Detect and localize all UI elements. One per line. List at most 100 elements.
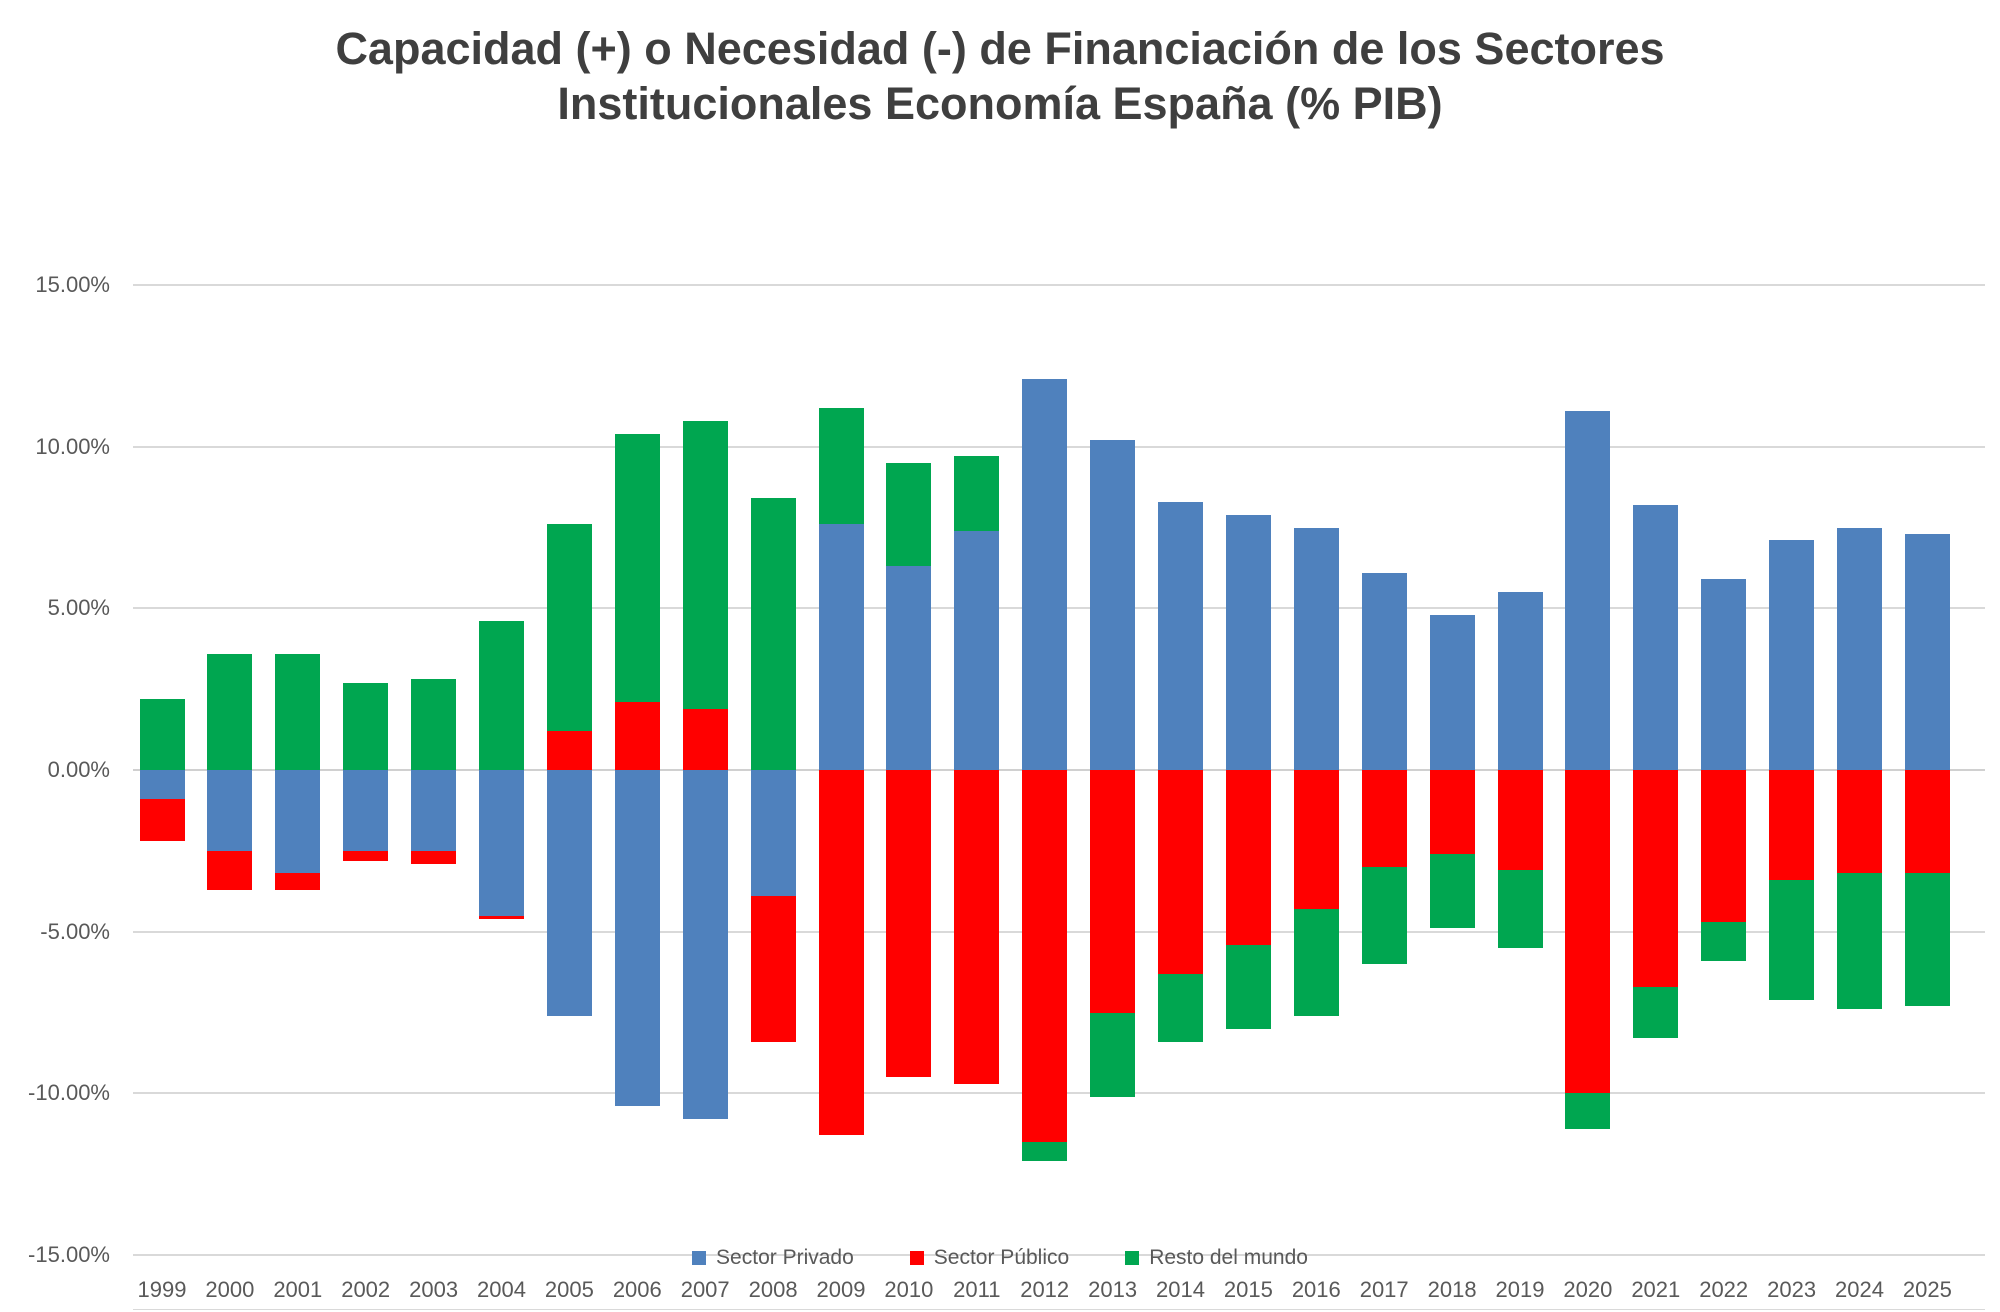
x-axis-label-2008: 2008	[748, 1277, 798, 1302]
bar-segment-2006-resto-del-mundo	[614, 433, 660, 703]
bar-segment-2016-resto-del-mundo	[1293, 909, 1339, 1016]
x-axis-label-2003: 2003	[409, 1277, 459, 1302]
legend-swatch-icon	[909, 1251, 924, 1265]
bar-segment-2008-sector-publico	[750, 896, 796, 1042]
bar-segment-2009-sector-publico	[818, 770, 864, 1136]
bar-segment-2017-sector-publico	[1361, 770, 1407, 867]
bar-segment-2013-sector-privado	[1090, 440, 1136, 770]
y-axis-label: 15.00%	[35, 272, 110, 297]
bar-segment-2001-sector-privado	[275, 770, 321, 874]
bar-segment-2020-sector-privado	[1565, 411, 1611, 770]
legend-label: Sector Público	[933, 1246, 1070, 1269]
bar-segment-1999-resto-del-mundo	[139, 698, 185, 770]
bar-segment-2017-sector-privado	[1361, 572, 1407, 770]
x-axis-label-2019: 2019	[1495, 1277, 1545, 1302]
bar-segment-2013-sector-publico	[1090, 770, 1136, 1013]
bar-segment-2018-sector-publico	[1429, 770, 1475, 855]
bar-segment-2013-resto-del-mundo	[1090, 1012, 1136, 1097]
legend-item-sector-p-blico: Sector Público	[909, 1246, 1070, 1270]
chart-title-line2: Institucionales Economía España (% PIB)	[557, 77, 1443, 129]
x-axis-line	[133, 1309, 1985, 1310]
y-axis-label: -15.00%	[28, 1242, 110, 1267]
bar-segment-2002-sector-publico	[343, 850, 389, 861]
bar-segment-2015-sector-publico	[1225, 770, 1271, 945]
legend-label: Resto del mundo	[1149, 1246, 1308, 1269]
bar-segment-2005-sector-publico	[546, 731, 592, 770]
bar-segment-2007-sector-publico	[682, 708, 728, 770]
bar-segment-2016-sector-privado	[1293, 527, 1339, 770]
legend-swatch-icon	[1125, 1251, 1140, 1265]
bar-segment-2004-sector-privado	[479, 770, 524, 916]
bar-segment-2023-resto-del-mundo	[1769, 879, 1815, 1000]
x-axis-label-2021: 2021	[1631, 1277, 1681, 1302]
bar-segment-2020-resto-del-mundo	[1565, 1093, 1611, 1129]
bar-segment-2022-sector-publico	[1701, 770, 1747, 922]
x-axis-label-2007: 2007	[680, 1277, 730, 1302]
bar-segment-2012-sector-privado	[1022, 378, 1068, 770]
x-axis-label-2018: 2018	[1427, 1277, 1477, 1302]
x-axis-label-2025: 2025	[1902, 1277, 1952, 1302]
chart-title-line1: Capacidad (+) o Necesidad (-) de Financi…	[335, 23, 1665, 74]
legend: Sector Privado Sector Público Resto del mu…	[0, 1246, 2000, 1270]
bar-segment-2019-sector-publico	[1497, 770, 1543, 871]
legend-item-resto-del-mundo: Resto del mundo	[1125, 1246, 1308, 1270]
legend-item-sector-privado: Sector Privado	[692, 1246, 854, 1270]
y-axis-label: 0.00%	[47, 757, 110, 782]
bar-segment-2006-sector-privado	[614, 770, 660, 1107]
bar-segment-2019-sector-privado	[1497, 592, 1543, 770]
bar-segment-2015-resto-del-mundo	[1225, 944, 1271, 1029]
bar-segment-2007-sector-privado	[682, 770, 728, 1120]
bar-segment-2018-resto-del-mundo	[1429, 854, 1475, 929]
bar-segment-2007-resto-del-mundo	[682, 420, 728, 709]
bar-segment-2000-resto-del-mundo	[207, 653, 253, 770]
bar-segment-2006-sector-publico	[614, 702, 660, 770]
bar-segment-2023-sector-privado	[1769, 540, 1815, 770]
x-axis-label-2006: 2006	[612, 1277, 662, 1302]
bar-segment-2010-sector-publico	[886, 770, 932, 1078]
x-axis-label-2022: 2022	[1699, 1277, 1749, 1302]
bar-segment-2014-resto-del-mundo	[1158, 973, 1203, 1042]
bar-segment-2005-resto-del-mundo	[546, 524, 592, 732]
bar-segment-2008-resto-del-mundo	[750, 498, 796, 770]
bar-segment-2022-sector-privado	[1701, 579, 1747, 770]
y-axis-label: -10.00%	[28, 1080, 110, 1106]
bar-segment-2021-sector-privado	[1633, 504, 1679, 770]
bar-segment-2008-sector-privado	[750, 770, 796, 897]
bar-segment-2020-sector-publico	[1565, 770, 1611, 1094]
bar-segment-2014-sector-privado	[1158, 501, 1203, 770]
x-axis-label-2020: 2020	[1563, 1277, 1613, 1302]
bar-segment-2015-sector-privado	[1225, 514, 1271, 770]
bar-segment-1999-sector-privado	[139, 770, 185, 800]
bar-segment-2025-resto-del-mundo	[1904, 873, 1950, 1007]
bar-segment-2024-sector-privado	[1837, 527, 1882, 770]
x-axis-label-2001: 2001	[273, 1277, 323, 1302]
x-axis-label-2005: 2005	[544, 1277, 594, 1302]
bar-segment-2009-sector-privado	[818, 524, 864, 770]
legend-label: Sector Privado	[716, 1246, 854, 1269]
bar-segment-2017-resto-del-mundo	[1361, 867, 1407, 964]
x-axis-label-2012: 2012	[1020, 1277, 1070, 1302]
gridline-15	[133, 284, 1985, 286]
x-axis-label-2015: 2015	[1223, 1277, 1273, 1302]
x-axis-label-2000: 2000	[205, 1277, 255, 1302]
bar-segment-2009-resto-del-mundo	[818, 407, 864, 525]
bar-segment-2021-sector-publico	[1633, 770, 1679, 987]
bar-segment-2011-sector-privado	[954, 530, 1000, 770]
bar-segment-2012-resto-del-mundo	[1022, 1141, 1068, 1162]
y-axis-label: 5.00%	[47, 595, 110, 621]
bar-segment-2018-sector-privado	[1429, 614, 1475, 770]
gridline--15	[133, 1254, 1985, 1256]
bar-segment-2002-sector-privado	[343, 770, 389, 851]
x-axis-label-2024: 2024	[1835, 1277, 1884, 1302]
bar-segment-2000-sector-publico	[207, 850, 253, 890]
bar-segment-2004-resto-del-mundo	[479, 621, 524, 770]
bar-segment-2016-sector-publico	[1293, 770, 1339, 910]
bar-segment-2010-sector-privado	[886, 566, 932, 770]
bar-segment-2022-resto-del-mundo	[1701, 921, 1747, 961]
x-axis-label-2010: 2010	[884, 1277, 934, 1302]
bar-segment-2001-sector-publico	[275, 873, 321, 890]
bar-segment-2014-sector-publico	[1158, 770, 1203, 974]
bar-segment-2024-resto-del-mundo	[1837, 873, 1882, 1010]
bar-segment-1999-sector-publico	[139, 799, 185, 842]
